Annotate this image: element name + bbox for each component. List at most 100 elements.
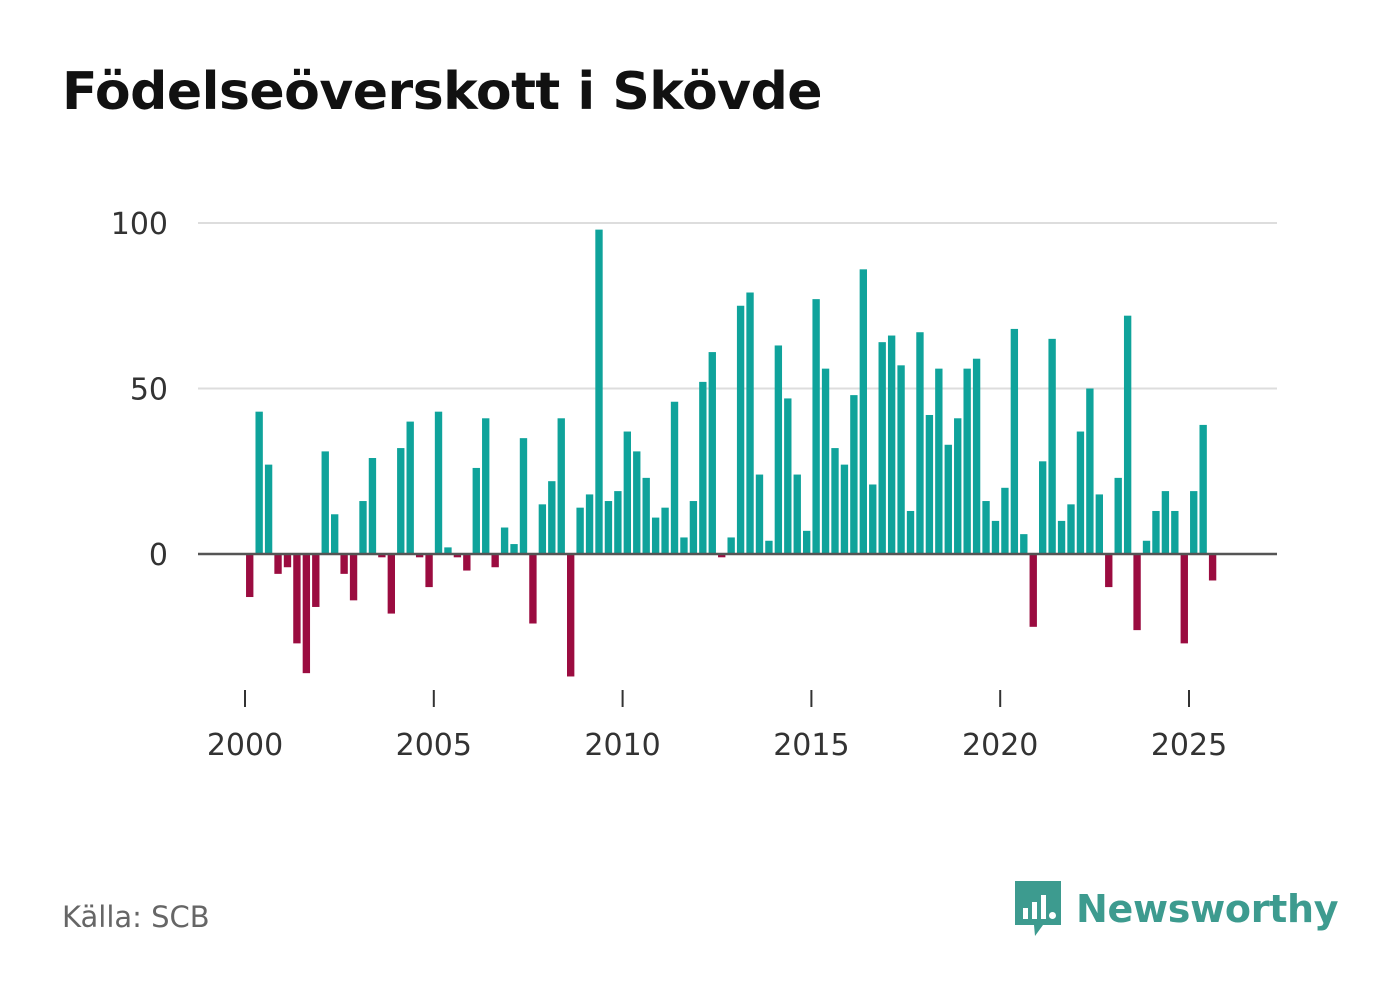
bar — [283, 554, 292, 568]
bar — [1001, 487, 1009, 554]
bar — [557, 418, 565, 554]
bar — [982, 501, 990, 554]
bar — [359, 501, 367, 554]
bar — [1057, 520, 1066, 554]
bar — [1105, 554, 1113, 588]
bar — [746, 292, 754, 554]
bar — [331, 514, 339, 554]
bar — [529, 554, 537, 624]
bar — [718, 554, 726, 558]
bar — [793, 474, 801, 554]
bar — [623, 431, 631, 554]
bar — [1133, 554, 1141, 631]
bar — [680, 537, 688, 554]
x-axis: 2000 2005 2010 2015 2020 2025 — [207, 690, 1227, 763]
bar — [340, 554, 348, 574]
bar — [736, 305, 745, 554]
x-tick-label: 2015 — [773, 728, 849, 763]
bar — [434, 411, 443, 554]
bar — [349, 554, 358, 601]
bar — [859, 269, 867, 554]
bar — [906, 510, 915, 554]
bar — [567, 554, 575, 677]
newsworthy-logo-icon — [1015, 881, 1061, 936]
bar — [1086, 388, 1094, 554]
brand-logo[interactable]: Newsworthy — [1012, 878, 1339, 940]
bar — [708, 352, 716, 554]
bar — [491, 554, 499, 568]
bar — [1123, 315, 1132, 554]
bar — [614, 491, 622, 554]
bar — [595, 229, 603, 554]
bar — [415, 554, 424, 558]
bar — [1010, 328, 1019, 554]
bar — [321, 451, 329, 554]
bar — [670, 401, 679, 554]
bar — [812, 299, 820, 554]
bar — [935, 368, 943, 554]
bar — [642, 477, 650, 554]
bar — [444, 547, 452, 554]
bar — [944, 444, 952, 554]
bar — [604, 501, 613, 554]
bar — [246, 554, 254, 598]
x-tick-label: 2025 — [1151, 728, 1227, 763]
bar — [727, 537, 735, 554]
x-tick-label: 2005 — [396, 728, 472, 763]
bar — [387, 554, 395, 614]
bar — [397, 448, 405, 554]
y-tick-label: 100 — [111, 207, 168, 242]
bar — [972, 358, 981, 554]
bar — [803, 530, 811, 554]
bar — [850, 395, 858, 554]
bar — [925, 414, 934, 554]
bar — [1171, 510, 1179, 554]
bar — [887, 335, 896, 554]
bar — [1142, 540, 1151, 554]
bars — [246, 229, 1217, 677]
y-tick-label: 0 — [149, 538, 168, 573]
bar — [765, 540, 773, 554]
bar — [1020, 534, 1028, 554]
bar — [274, 554, 282, 574]
bar — [1190, 491, 1198, 554]
bar — [1152, 510, 1160, 554]
bar — [368, 458, 377, 554]
bar — [840, 464, 849, 554]
bar — [453, 554, 462, 558]
bar — [699, 381, 707, 554]
bar — [406, 421, 414, 554]
bar — [916, 332, 924, 554]
bar — [1029, 554, 1037, 627]
x-tick-label: 2000 — [207, 728, 283, 763]
chart-title: Födelseöverskott i Skövde — [62, 62, 823, 122]
bar — [651, 517, 660, 554]
bar — [510, 544, 518, 554]
bar — [585, 494, 594, 554]
source-label: Källa: SCB — [62, 900, 210, 934]
bar — [425, 554, 433, 588]
bar — [774, 345, 783, 554]
bar — [255, 411, 263, 554]
bar — [1076, 431, 1085, 554]
bar — [1067, 504, 1075, 554]
x-tick-label: 2010 — [584, 728, 660, 763]
bar — [1161, 491, 1170, 554]
bar — [1208, 554, 1217, 581]
bar — [878, 342, 886, 554]
bar — [519, 438, 528, 554]
bar — [576, 507, 584, 554]
bar — [378, 554, 386, 558]
x-tick-label: 2020 — [962, 728, 1038, 763]
y-axis: 0 50 100 — [111, 207, 168, 573]
bar — [755, 474, 764, 554]
bar — [312, 554, 320, 607]
bar — [482, 418, 490, 554]
bar — [500, 527, 509, 554]
bar — [1048, 338, 1056, 554]
bar — [633, 451, 641, 554]
bar — [293, 554, 301, 644]
bar — [538, 504, 547, 554]
bar — [1114, 477, 1122, 554]
